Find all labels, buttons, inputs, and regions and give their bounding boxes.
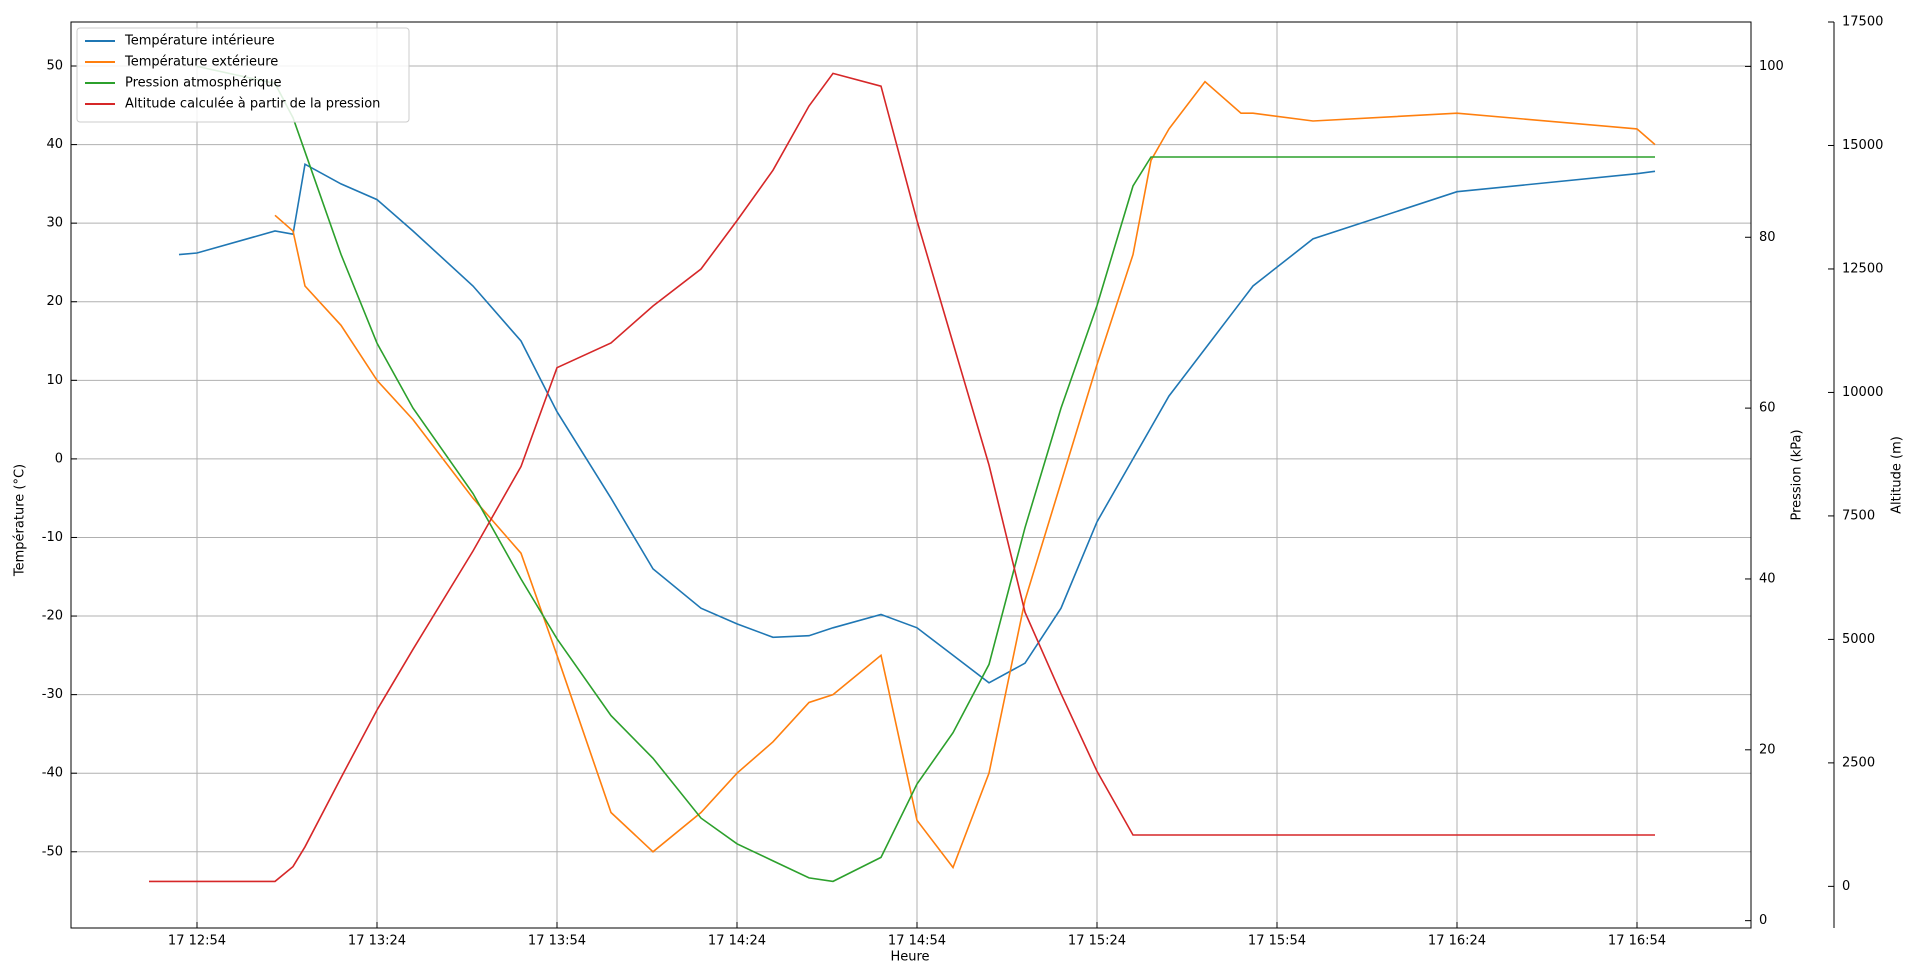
- y2-tick-label: 80: [1759, 230, 1776, 245]
- x-tick-label: 17 13:54: [528, 934, 586, 949]
- y-tick-label: -40: [42, 766, 63, 781]
- legend-label: Altitude calculée à partir de la pressio…: [125, 97, 380, 112]
- y-tick-label: 10: [46, 373, 63, 388]
- y-tick-label: -30: [42, 687, 63, 702]
- y-tick-label: -20: [42, 609, 63, 624]
- plot-frame: [70, 21, 1752, 929]
- x-tick-label: 17 12:54: [168, 934, 226, 949]
- series-line: [274, 80, 1656, 870]
- y3-tick-label: 17500: [1842, 15, 1883, 30]
- series-line: [196, 65, 1655, 883]
- x-tick-label: 17 14:54: [888, 934, 946, 949]
- y2-tick-label: 100: [1759, 59, 1784, 74]
- y-tick-label: 30: [46, 216, 63, 231]
- x-tick-label: 17 15:24: [1068, 934, 1126, 949]
- x-tick-label: 17 16:54: [1608, 934, 1666, 949]
- y3-tick-label: 5000: [1842, 632, 1875, 647]
- y2-tick-label: 20: [1759, 742, 1776, 757]
- y-tick-label: 40: [46, 137, 63, 152]
- y-tick-label: 0: [55, 451, 63, 466]
- x-tick-label: 17 14:24: [708, 934, 766, 949]
- legend-label: Température extérieure: [124, 55, 278, 70]
- y3-tick-label: 12500: [1842, 261, 1883, 276]
- y3-tick-label: 7500: [1842, 508, 1875, 523]
- legend-label: Pression atmosphérique: [125, 76, 282, 91]
- legend-box: [76, 27, 410, 123]
- legend-label: Température intérieure: [124, 34, 275, 49]
- y3-axis-title: Altitude (m): [1890, 436, 1905, 514]
- x-tick-label: 17 15:54: [1248, 934, 1306, 949]
- x-tick-label: 17 16:24: [1428, 934, 1486, 949]
- y-tick-label: 50: [46, 59, 63, 74]
- y3-tick-label: 2500: [1842, 755, 1875, 770]
- y-tick-label: -50: [42, 844, 63, 859]
- y-axis-title: Température (°C): [13, 464, 28, 577]
- series-line: [178, 162, 1656, 684]
- y2-tick-label: 0: [1759, 913, 1767, 928]
- y2-tick-label: 60: [1759, 401, 1776, 416]
- x-tick-label: 17 13:24: [348, 934, 406, 949]
- series-line: [149, 72, 1655, 883]
- y3-tick-label: 10000: [1842, 385, 1883, 400]
- y-tick-label: -10: [42, 530, 63, 545]
- y3-tick-label: 15000: [1842, 138, 1883, 153]
- y2-tick-label: 40: [1759, 571, 1776, 586]
- y3-tick-label: 0: [1842, 879, 1850, 894]
- y-tick-label: 20: [46, 294, 63, 309]
- x-axis-title: Heure: [890, 950, 929, 965]
- y2-axis-title: Pression (kPa): [1790, 429, 1805, 520]
